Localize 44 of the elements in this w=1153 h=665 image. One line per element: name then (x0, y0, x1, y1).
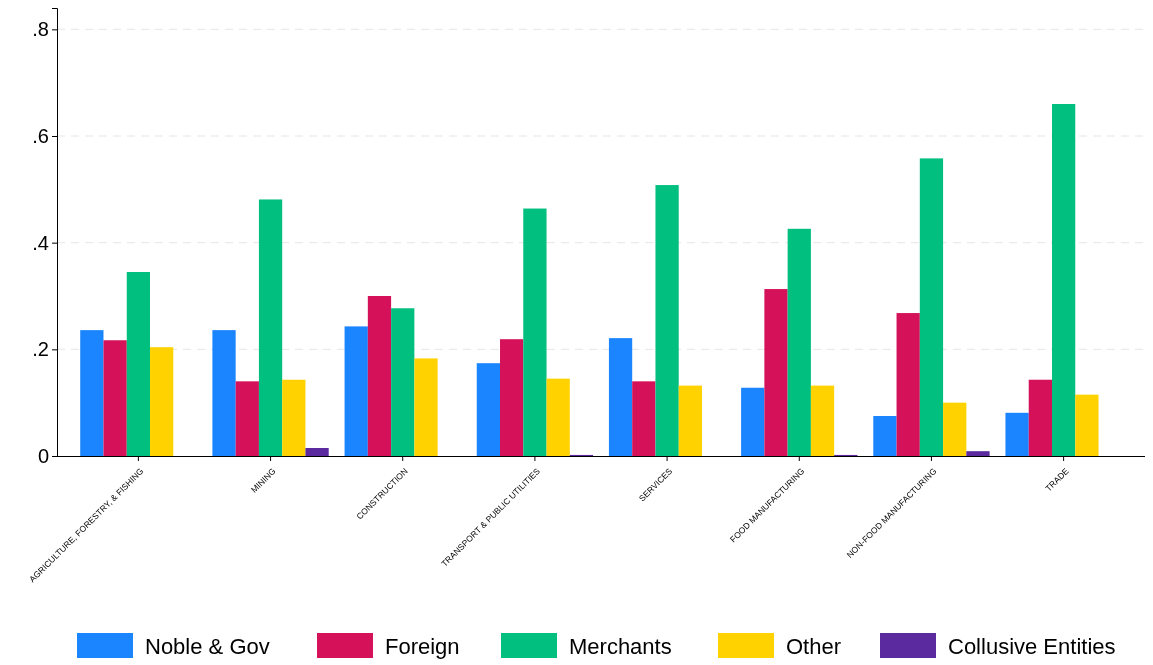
bar (943, 402, 967, 456)
bar (1005, 412, 1029, 456)
bar (305, 448, 329, 456)
bar (896, 313, 920, 456)
legend-label: Other (786, 634, 842, 659)
bar (391, 308, 415, 456)
bar (103, 340, 127, 456)
bar (546, 378, 570, 456)
bar (873, 416, 897, 456)
bar (500, 339, 524, 456)
bar (282, 379, 306, 456)
bar (1075, 394, 1099, 456)
legend-label: Foreign (385, 634, 460, 659)
bar (655, 185, 679, 456)
bar (966, 451, 990, 456)
bar (764, 289, 788, 456)
bar (810, 385, 835, 456)
bar (414, 358, 438, 456)
bar (523, 208, 547, 456)
bar (632, 381, 656, 456)
bar (919, 158, 944, 456)
bar (150, 347, 174, 456)
legend-label: Merchants (569, 634, 672, 659)
legend-label: Noble & Gov (145, 634, 270, 659)
bar (344, 326, 368, 456)
bar (80, 330, 104, 456)
bar (476, 363, 501, 456)
bar (367, 296, 392, 456)
bar (608, 338, 633, 456)
y-tick-label: .6 (32, 124, 49, 147)
bar (235, 381, 259, 456)
bar (212, 330, 236, 456)
bar (126, 272, 151, 456)
bar (678, 385, 702, 456)
y-tick-label: .4 (32, 231, 49, 254)
bar (258, 199, 283, 456)
bar (787, 228, 811, 456)
y-tick-label: .2 (32, 338, 49, 361)
bar (1051, 104, 1076, 456)
y-tick-label: .8 (32, 18, 49, 41)
bar (741, 387, 765, 456)
bar (1028, 379, 1052, 456)
y-tick-label: 0 (37, 444, 49, 467)
legend-label: Collusive Entities (948, 634, 1116, 659)
